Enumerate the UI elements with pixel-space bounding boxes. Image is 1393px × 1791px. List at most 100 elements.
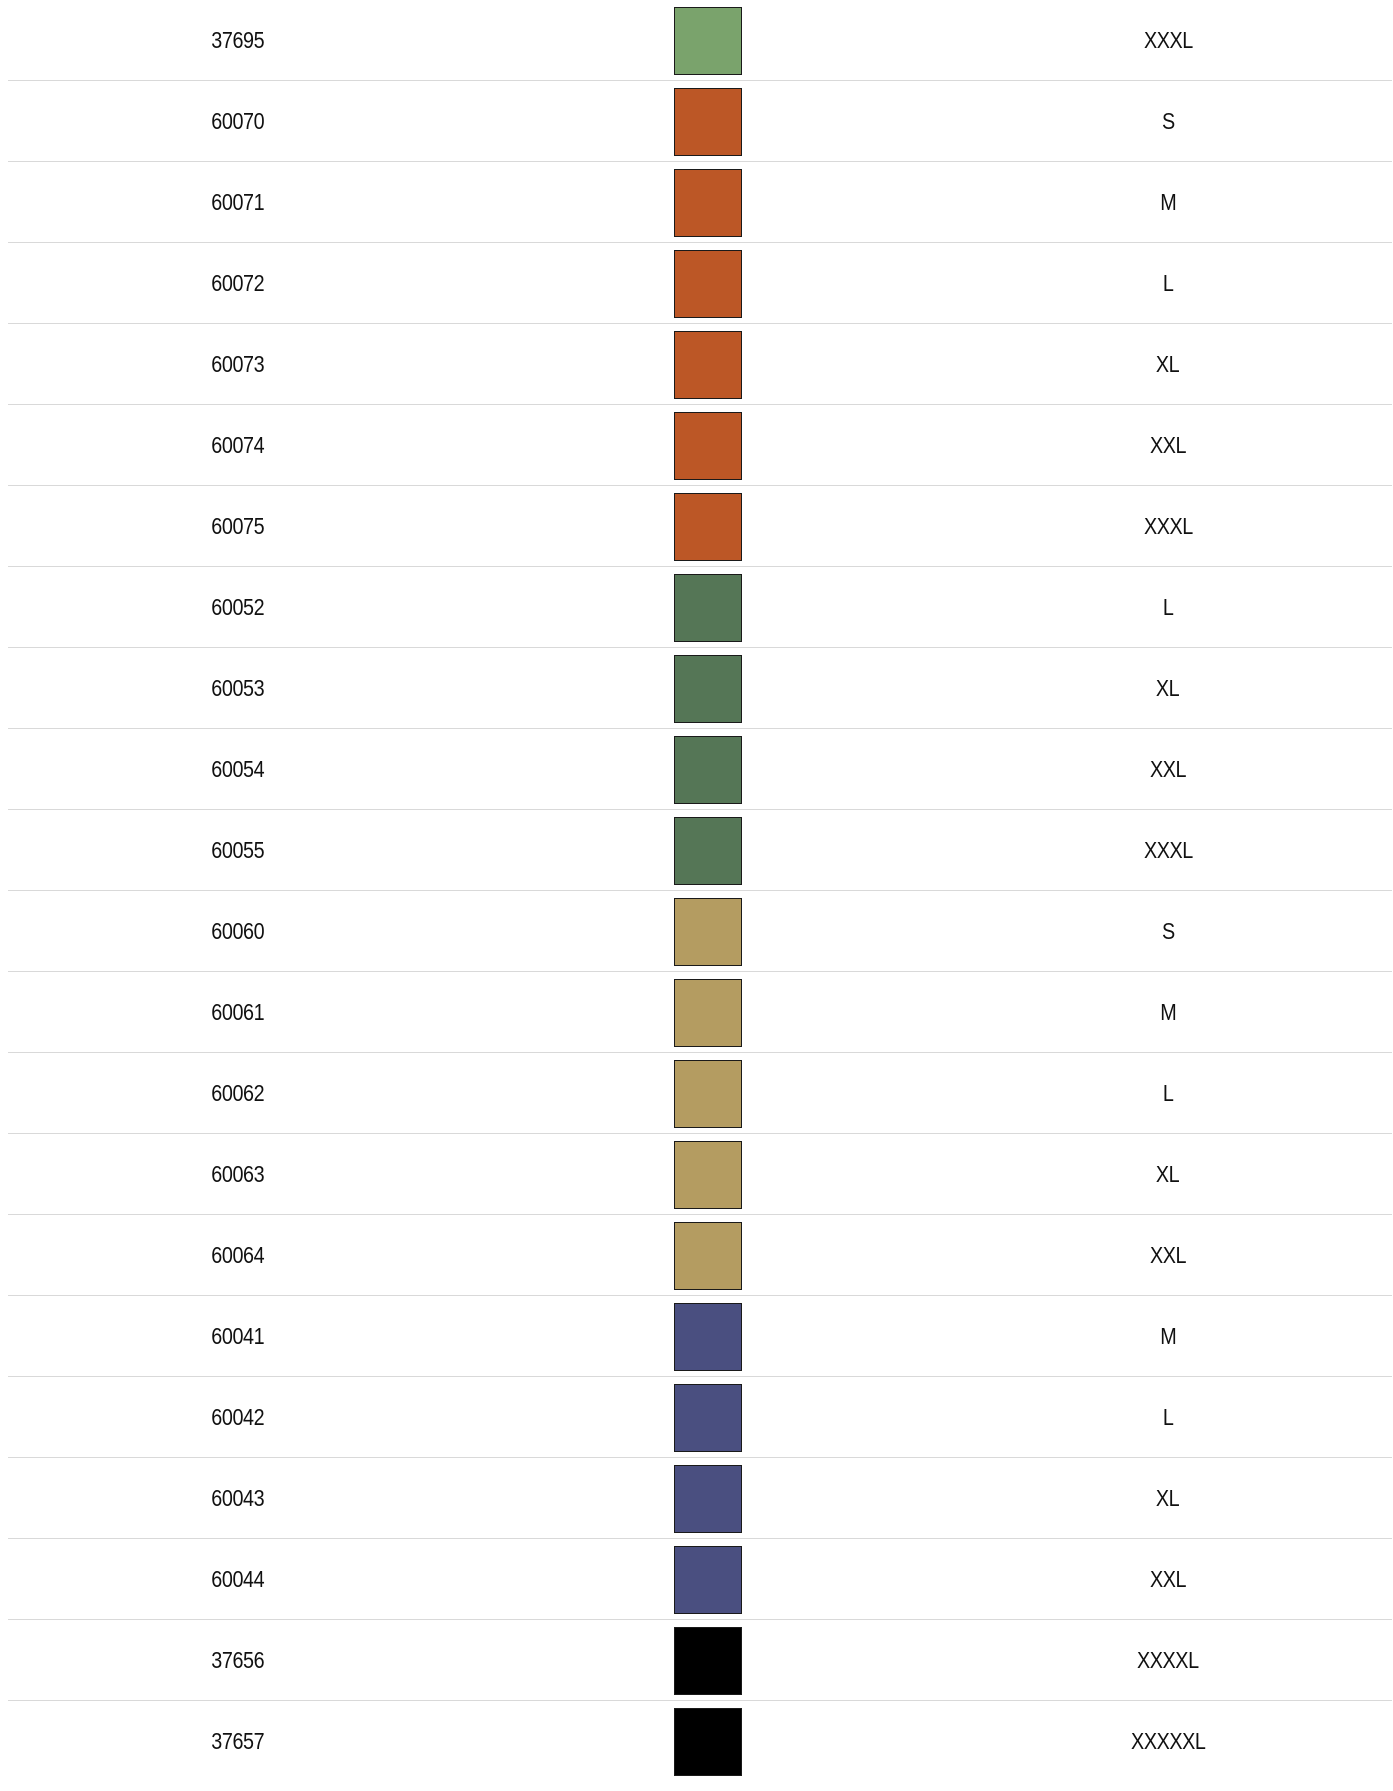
table-row: 37695 XXXL [8, 0, 1392, 81]
sku-text: 37695 [211, 26, 265, 53]
color-swatch [674, 1060, 742, 1128]
table-row: 60044 XXL [8, 1539, 1392, 1620]
size-cell: L [948, 1053, 1388, 1133]
size-text: XL [1156, 1160, 1180, 1187]
color-swatch [674, 979, 742, 1047]
size-cell: L [948, 567, 1388, 647]
size-text: XXL [1149, 1565, 1187, 1592]
sku-cell: 60061 [8, 972, 468, 1052]
sku-cell: 60042 [8, 1377, 468, 1457]
size-text: XXXXL [1137, 1646, 1199, 1673]
swatch-cell [468, 243, 948, 323]
swatch-cell [468, 1296, 948, 1376]
size-cell: S [948, 891, 1388, 971]
color-swatch [674, 412, 742, 480]
size-text: XXXL [1143, 512, 1193, 539]
table-row: 60043 XL [8, 1458, 1392, 1539]
swatch-cell [468, 810, 948, 890]
size-text: S [1161, 917, 1175, 944]
color-swatch [674, 331, 742, 399]
color-swatch [674, 898, 742, 966]
color-swatch [674, 1141, 742, 1209]
color-swatch [674, 88, 742, 156]
color-swatch [674, 655, 742, 723]
sku-cell: 60060 [8, 891, 468, 971]
size-text: XXXL [1143, 836, 1193, 863]
size-text: L [1162, 593, 1174, 620]
swatch-cell [468, 162, 948, 242]
size-cell: L [948, 1377, 1388, 1457]
sku-text: 37657 [211, 1727, 265, 1754]
size-text: XL [1156, 350, 1180, 377]
size-text: S [1161, 107, 1175, 134]
sku-text: 60041 [211, 1322, 265, 1349]
sku-text: 60075 [211, 512, 265, 539]
color-swatch [674, 1465, 742, 1533]
color-swatch [674, 493, 742, 561]
swatch-cell [468, 972, 948, 1052]
swatch-cell [468, 486, 948, 566]
table-row: 60064 XXL [8, 1215, 1392, 1296]
table-row: 37656 XXXXL [8, 1620, 1392, 1701]
sku-text: 60062 [211, 1079, 265, 1106]
table-row: 60054 XXL [8, 729, 1392, 810]
swatch-cell [468, 1134, 948, 1214]
sku-cell: 60041 [8, 1296, 468, 1376]
sku-text: 60073 [211, 350, 265, 377]
size-cell: XL [948, 648, 1388, 728]
color-swatch [674, 817, 742, 885]
sku-cell: 60043 [8, 1458, 468, 1538]
color-swatch [674, 250, 742, 318]
sku-cell: 60072 [8, 243, 468, 323]
swatch-cell [468, 1458, 948, 1538]
size-cell: XXL [948, 1215, 1388, 1295]
table-row: 60075 XXXL [8, 486, 1392, 567]
color-swatch [674, 1546, 742, 1614]
sku-text: 60042 [211, 1403, 265, 1430]
sku-text: 60072 [211, 269, 265, 296]
swatch-cell [468, 891, 948, 971]
size-text: XXL [1149, 755, 1187, 782]
size-cell: S [948, 81, 1388, 161]
sku-text: 60044 [211, 1565, 265, 1592]
color-swatch [674, 1627, 742, 1695]
table-row: 60052 L [8, 567, 1392, 648]
table-row: 60060 S [8, 891, 1392, 972]
sku-text: 60053 [211, 674, 265, 701]
size-text: XXL [1149, 1241, 1187, 1268]
sku-cell: 60055 [8, 810, 468, 890]
sku-text: 60070 [211, 107, 265, 134]
swatch-cell [468, 324, 948, 404]
size-text: XXXXXL [1130, 1727, 1206, 1754]
variant-table: 37695 XXXL 60070 S 60071 M 60072 L 60073 XL 60074 X… [8, 0, 1392, 1781]
sku-cell: 60074 [8, 405, 468, 485]
color-swatch [674, 1303, 742, 1371]
size-cell: XL [948, 1134, 1388, 1214]
sku-cell: 60073 [8, 324, 468, 404]
sku-text: 60054 [211, 755, 265, 782]
sku-cell: 60053 [8, 648, 468, 728]
sku-cell: 60064 [8, 1215, 468, 1295]
swatch-cell [468, 1620, 948, 1700]
sku-text: 60064 [211, 1241, 265, 1268]
size-cell: XL [948, 1458, 1388, 1538]
table-row: 60071 M [8, 162, 1392, 243]
sku-cell: 60062 [8, 1053, 468, 1133]
sku-cell: 37657 [8, 1701, 468, 1781]
swatch-cell [468, 0, 948, 80]
color-swatch [674, 169, 742, 237]
table-row: 60062 L [8, 1053, 1392, 1134]
sku-cell: 37695 [8, 0, 468, 80]
sku-cell: 60052 [8, 567, 468, 647]
size-text: M [1159, 998, 1177, 1025]
sku-text: 60071 [211, 188, 265, 215]
table-row: 60042 L [8, 1377, 1392, 1458]
swatch-cell [468, 1539, 948, 1619]
sku-text: 60043 [211, 1484, 265, 1511]
sku-text: 60060 [211, 917, 265, 944]
size-text: XL [1156, 1484, 1180, 1511]
sku-cell: 60063 [8, 1134, 468, 1214]
swatch-cell [468, 1053, 948, 1133]
size-cell: XXL [948, 1539, 1388, 1619]
sku-text: 60052 [211, 593, 265, 620]
